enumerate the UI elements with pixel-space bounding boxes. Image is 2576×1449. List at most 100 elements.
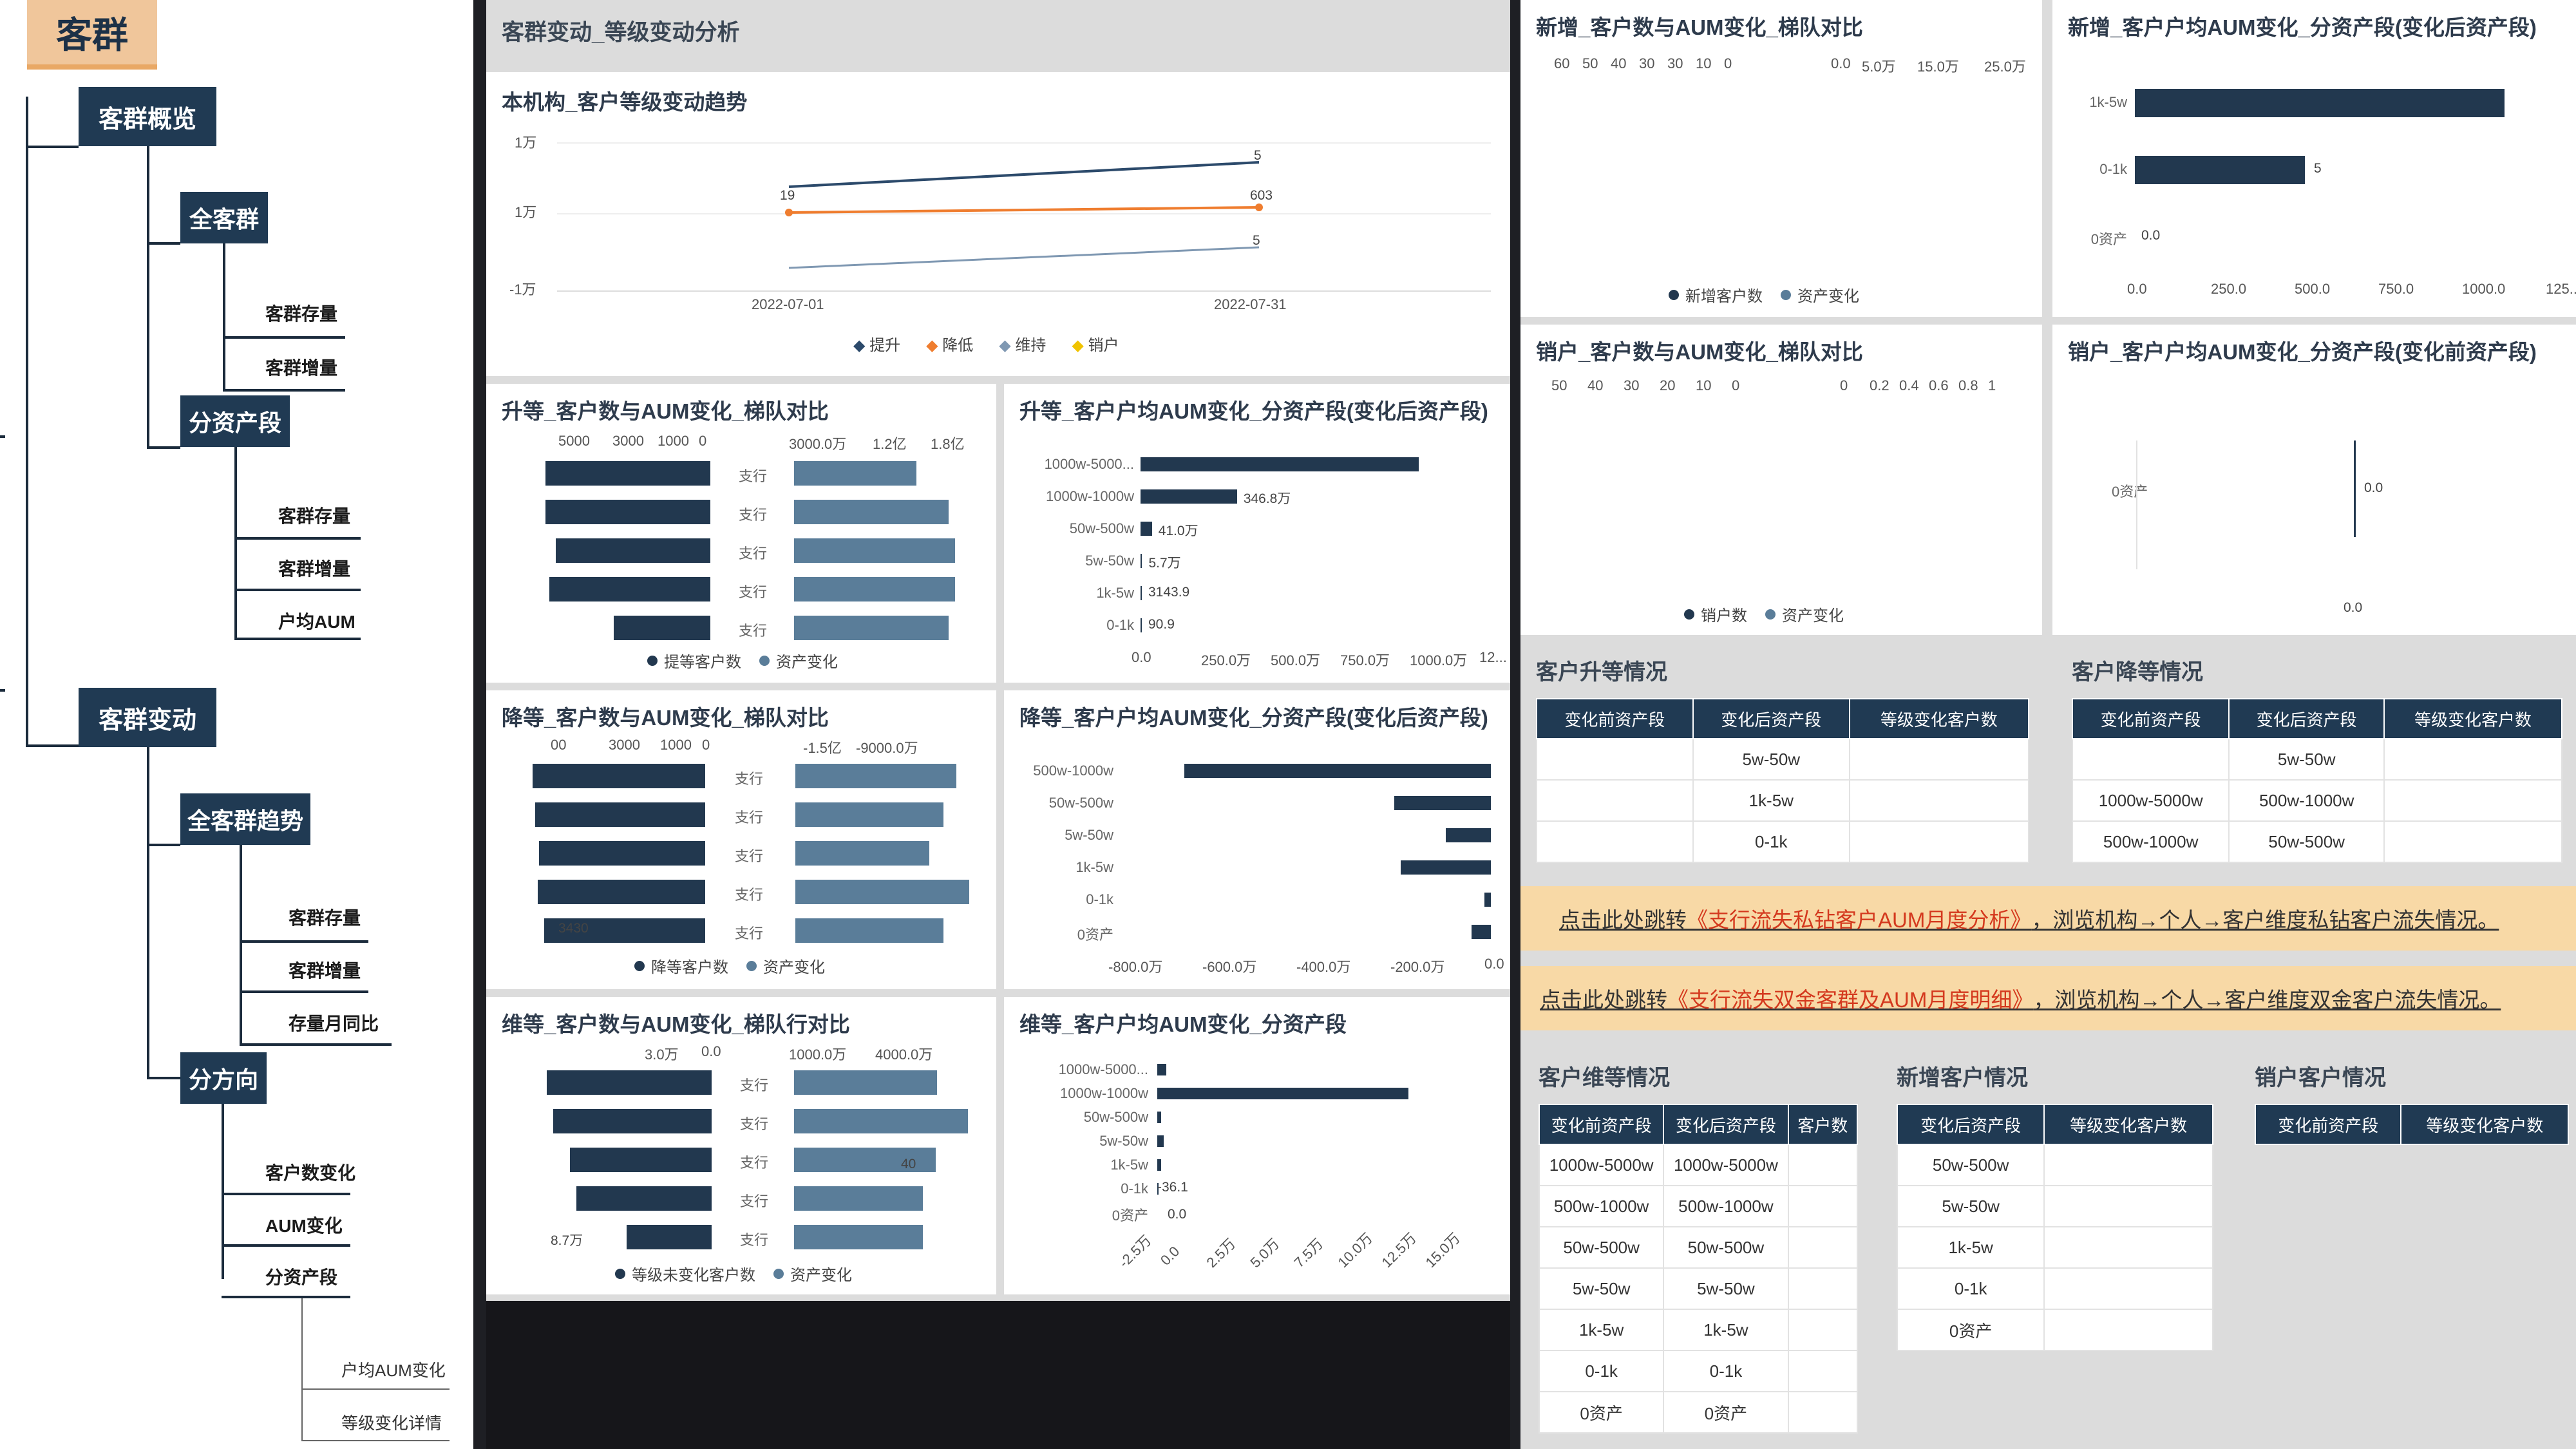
tree-node-trend[interactable]: 全客群趋势 xyxy=(180,793,310,845)
table-row[interactable]: 500w-1000w 500w-1000w xyxy=(1538,1185,1859,1227)
tree-node-change[interactable]: 客群变动 xyxy=(79,688,216,747)
tree-leaf[interactable]: 客群存量 xyxy=(289,908,361,928)
bar[interactable] xyxy=(1401,860,1491,875)
right-bar[interactable] xyxy=(794,461,916,486)
bar[interactable] xyxy=(1141,457,1419,471)
right-bar[interactable] xyxy=(794,1148,936,1172)
bar[interactable] xyxy=(1157,1159,1161,1171)
column-header[interactable]: 等级变化客户数 xyxy=(2043,1104,2213,1145)
legend-label[interactable]: 提等客户数 xyxy=(664,654,741,671)
column-header[interactable]: 变化后资产段 xyxy=(1663,1104,1789,1145)
table-row[interactable]: 50w-500w 50w-500w xyxy=(1538,1226,1859,1269)
tree-leaf[interactable]: 客户数变化 xyxy=(265,1163,356,1183)
bar[interactable] xyxy=(1184,764,1491,778)
bar[interactable] xyxy=(1141,618,1142,632)
bar[interactable] xyxy=(1141,554,1142,568)
legend-label[interactable]: 资产变化 xyxy=(763,959,825,976)
legend-label[interactable]: 资产变化 xyxy=(1797,288,1859,305)
column-header[interactable]: 变化前资产段 xyxy=(1536,698,1694,739)
bar[interactable] xyxy=(1394,796,1491,810)
table-row[interactable]: 1k-5w 1k-5w xyxy=(1538,1309,1859,1351)
left-bar[interactable] xyxy=(556,538,710,563)
tree-node-overview[interactable]: 客群概览 xyxy=(79,87,216,146)
left-bar[interactable] xyxy=(535,802,705,827)
tree-leaf[interactable]: 存量月同比 xyxy=(289,1014,379,1034)
left-bar[interactable] xyxy=(544,918,705,943)
series-point[interactable] xyxy=(1255,204,1263,211)
tree-node-asset-segment[interactable]: 分资产段 xyxy=(180,395,290,447)
legend-item-close[interactable]: ◆ 销户 xyxy=(1072,337,1119,354)
column-header[interactable]: 变化后资产段 xyxy=(1692,698,1850,739)
link-banner-2[interactable]: 点击此处跳转 《支行流失双金客群及AUM月度明细》 ，浏览机构→个人→客户维度双… xyxy=(1520,966,2576,1030)
table-row[interactable]: 5w-50w xyxy=(1896,1185,2213,1227)
right-bar[interactable] xyxy=(794,500,949,524)
legend-label[interactable]: 资产变化 xyxy=(776,654,838,671)
left-bar[interactable] xyxy=(553,1109,712,1133)
tree-leaf[interactable]: 客群存量 xyxy=(265,304,338,324)
tree-leaf[interactable]: 客群增量 xyxy=(265,358,338,378)
right-bar[interactable] xyxy=(795,802,943,827)
column-header[interactable]: 变化后资产段 xyxy=(1896,1104,2045,1145)
legend-label[interactable]: 降等客户数 xyxy=(651,959,728,976)
tree-leaf[interactable]: 户均AUM xyxy=(278,612,355,632)
tree-leaf[interactable]: 户均AUM变化 xyxy=(341,1361,446,1380)
bar[interactable] xyxy=(1446,828,1491,842)
right-bar[interactable] xyxy=(795,880,969,904)
table-row[interactable]: 500w-1000w 50w-500w xyxy=(2071,820,2562,863)
column-header[interactable]: 变化后资产段 xyxy=(2228,698,2385,739)
left-bar[interactable] xyxy=(549,577,710,601)
tree-leaf[interactable]: AUM变化 xyxy=(265,1216,343,1236)
tree-leaf[interactable]: 客群增量 xyxy=(278,559,351,579)
bar[interactable] xyxy=(1157,1064,1166,1075)
table-row[interactable]: 5w-50w xyxy=(1536,738,2030,781)
table-row[interactable]: 5w-50w xyxy=(2071,738,2562,781)
left-bar[interactable] xyxy=(533,764,705,788)
left-bar[interactable] xyxy=(545,500,710,524)
legend-label[interactable]: 资产变化 xyxy=(790,1267,852,1284)
tree-root[interactable]: 客群 xyxy=(27,0,157,70)
tree-leaf[interactable]: 等级变化详情 xyxy=(341,1414,442,1433)
link-banner-1[interactable]: 点击此处跳转 《支行流失私钻客户AUM月度分析》 ，浏览机构→个人→客户维度私钻… xyxy=(1520,886,2576,951)
table-row[interactable]: 5w-50w 5w-50w xyxy=(1538,1267,1859,1310)
tree-leaf[interactable]: 客群存量 xyxy=(278,506,351,526)
bar[interactable] xyxy=(1472,925,1491,939)
legend-label[interactable]: 资产变化 xyxy=(1782,607,1844,625)
bar[interactable] xyxy=(1141,522,1152,536)
left-bar[interactable] xyxy=(539,841,705,866)
left-bar[interactable] xyxy=(627,1225,712,1249)
left-bar[interactable] xyxy=(570,1148,712,1172)
table-row[interactable]: 0-1k xyxy=(1536,820,2030,863)
column-header[interactable]: 等级变化客户数 xyxy=(1848,698,2030,739)
table-row[interactable]: 0-1k xyxy=(1896,1267,2213,1310)
right-bar[interactable] xyxy=(794,1070,937,1095)
column-header[interactable]: 变化前资产段 xyxy=(2071,698,2230,739)
legend-label[interactable]: 新增客户数 xyxy=(1685,288,1763,305)
legend-item-keep[interactable]: ◆ 维持 xyxy=(999,337,1046,354)
bar[interactable] xyxy=(1484,893,1491,907)
left-bar[interactable] xyxy=(547,1070,712,1095)
column-header[interactable]: 客户数 xyxy=(1787,1104,1859,1145)
bar[interactable] xyxy=(1157,1183,1159,1195)
tree-leaf[interactable]: 分资产段 xyxy=(265,1267,338,1287)
table-row[interactable]: 1000w-5000w 500w-1000w xyxy=(2071,779,2562,822)
column-header[interactable]: 变化前资产段 xyxy=(2254,1104,2402,1145)
bar[interactable] xyxy=(1141,586,1142,600)
legend-label[interactable]: 等级未变化客户数 xyxy=(632,1267,755,1284)
bar[interactable] xyxy=(1157,1112,1161,1123)
bar[interactable] xyxy=(1141,489,1237,504)
right-bar[interactable] xyxy=(794,1186,923,1211)
series-point[interactable] xyxy=(785,209,793,216)
tree-leaf[interactable]: 客群增量 xyxy=(289,961,361,981)
right-bar[interactable] xyxy=(794,616,949,640)
bar[interactable] xyxy=(2354,440,2356,537)
right-bar[interactable] xyxy=(794,538,955,563)
right-bar[interactable] xyxy=(794,1225,923,1249)
tree-node-all-groups[interactable]: 全客群 xyxy=(180,192,268,243)
legend-item-up[interactable]: ◆ 提升 xyxy=(853,337,901,354)
left-bar[interactable] xyxy=(614,616,710,640)
bar[interactable] xyxy=(2135,156,2305,184)
table-row[interactable]: 0资产 xyxy=(1896,1309,2213,1351)
right-bar[interactable] xyxy=(794,1109,968,1133)
bar[interactable] xyxy=(1157,1088,1408,1099)
legend-label[interactable]: 销户数 xyxy=(1701,607,1747,625)
